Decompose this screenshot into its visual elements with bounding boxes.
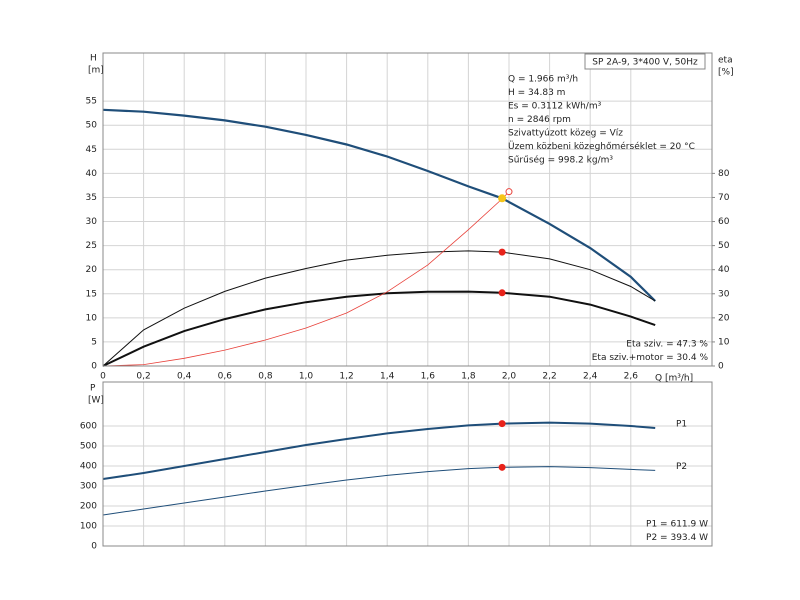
x-tick-label: 0	[100, 372, 106, 382]
series-line	[102, 250, 656, 367]
y-axis-label: P	[90, 384, 96, 394]
y-tick-label: 0	[91, 362, 97, 372]
y2-axis-label: eta	[718, 56, 733, 66]
info-line: n = 2846 rpm	[508, 115, 571, 125]
y-tick-label: 10	[86, 313, 98, 323]
series-line	[102, 191, 510, 367]
y-tick-label: 100	[80, 522, 97, 532]
y2-tick-label: 80	[718, 169, 730, 179]
x-tick-label: 0,6	[218, 372, 233, 382]
x-tick-label: 2,2	[542, 372, 556, 382]
operating-point	[498, 248, 506, 256]
y-axis-label: H	[90, 54, 97, 64]
info-line: Üzem közbeni közeghőmérséklet = 20 °C	[508, 141, 695, 152]
y2-tick-label: 60	[718, 217, 730, 227]
series-line	[102, 466, 656, 516]
x-tick-label: 1,2	[339, 372, 353, 382]
y-tick-label: 300	[80, 482, 97, 492]
info-line: Es = 0.3112 kWh/m³	[508, 102, 602, 112]
operating-point	[498, 289, 506, 297]
chart-title: SP 2A-9, 3*400 V, 50Hz	[592, 58, 698, 68]
info-line: Sűrűség = 998.2 kg/m³	[508, 155, 613, 166]
note: P1 = 611.9 W	[646, 520, 708, 530]
operating-point	[498, 420, 506, 428]
y2-tick-label: 30	[718, 289, 730, 299]
legend-label: P2	[676, 462, 687, 472]
y2-tick-label: 70	[718, 193, 730, 203]
series-line	[102, 290, 656, 367]
y2-tick-label: 50	[718, 241, 730, 251]
y-tick-label: 5	[91, 337, 97, 347]
x-tick-label: 2,4	[583, 372, 598, 382]
y-tick-label: 0	[91, 542, 97, 552]
operating-point	[505, 188, 513, 196]
y-tick-label: 35	[86, 193, 97, 203]
info-line: H = 34.83 m	[508, 88, 565, 98]
x-tick-label: 0,8	[258, 372, 273, 382]
note: P2 = 393.4 W	[646, 533, 708, 543]
y-tick-label: 400	[80, 462, 97, 472]
title-box	[584, 53, 706, 70]
bottom-frame	[102, 381, 713, 547]
grid	[102, 53, 712, 547]
plot	[102, 108, 656, 516]
legend-label: P1	[676, 420, 687, 430]
x-tick-label: 0,2	[136, 372, 150, 382]
series-line	[102, 108, 656, 302]
y-tick-label: 30	[86, 217, 98, 227]
y-axis-unit: [m]	[88, 66, 104, 76]
y-tick-label: 20	[86, 265, 98, 275]
operating-point	[498, 463, 506, 471]
x-axis-label: Q [m³/h]	[655, 374, 693, 384]
top-frame	[102, 52, 713, 367]
y-tick-label: 200	[80, 502, 97, 512]
y-tick-label: 40	[86, 169, 98, 179]
y2-tick-label: 40	[718, 265, 730, 275]
operating-point	[498, 194, 507, 203]
info-line: Szivattyúzott közeg = Víz	[508, 129, 623, 139]
info-line: Q = 1.966 m³/h	[508, 75, 578, 85]
x-tick-label: 1,8	[461, 372, 476, 382]
x-tick-label: 0,4	[177, 372, 192, 382]
y2-axis-unit: [%]	[718, 68, 734, 78]
y2-tick-label: 20	[718, 313, 730, 323]
y2-tick-label: 0	[718, 362, 724, 372]
y-tick-label: 55	[86, 97, 97, 107]
note: Eta sziv. = 47.3 %	[626, 340, 708, 350]
y2-tick-label: 10	[718, 337, 730, 347]
y-tick-label: 45	[86, 145, 97, 155]
y-tick-label: 500	[80, 442, 97, 452]
x-tick-label: 1,6	[421, 372, 436, 382]
y-tick-label: 25	[86, 241, 97, 251]
note: Eta sziv.+motor = 30.4 %	[592, 353, 709, 363]
x-tick-label: 2,6	[624, 372, 639, 382]
series-line	[102, 421, 656, 480]
y-axis-unit: [W]	[88, 396, 104, 406]
y-tick-label: 50	[86, 121, 98, 131]
y-tick-label: 600	[80, 422, 97, 432]
x-tick-label: 1,0	[299, 372, 314, 382]
x-tick-label: 2,0	[502, 372, 517, 382]
y-tick-label: 15	[86, 289, 97, 299]
x-tick-label: 1,4	[380, 372, 395, 382]
